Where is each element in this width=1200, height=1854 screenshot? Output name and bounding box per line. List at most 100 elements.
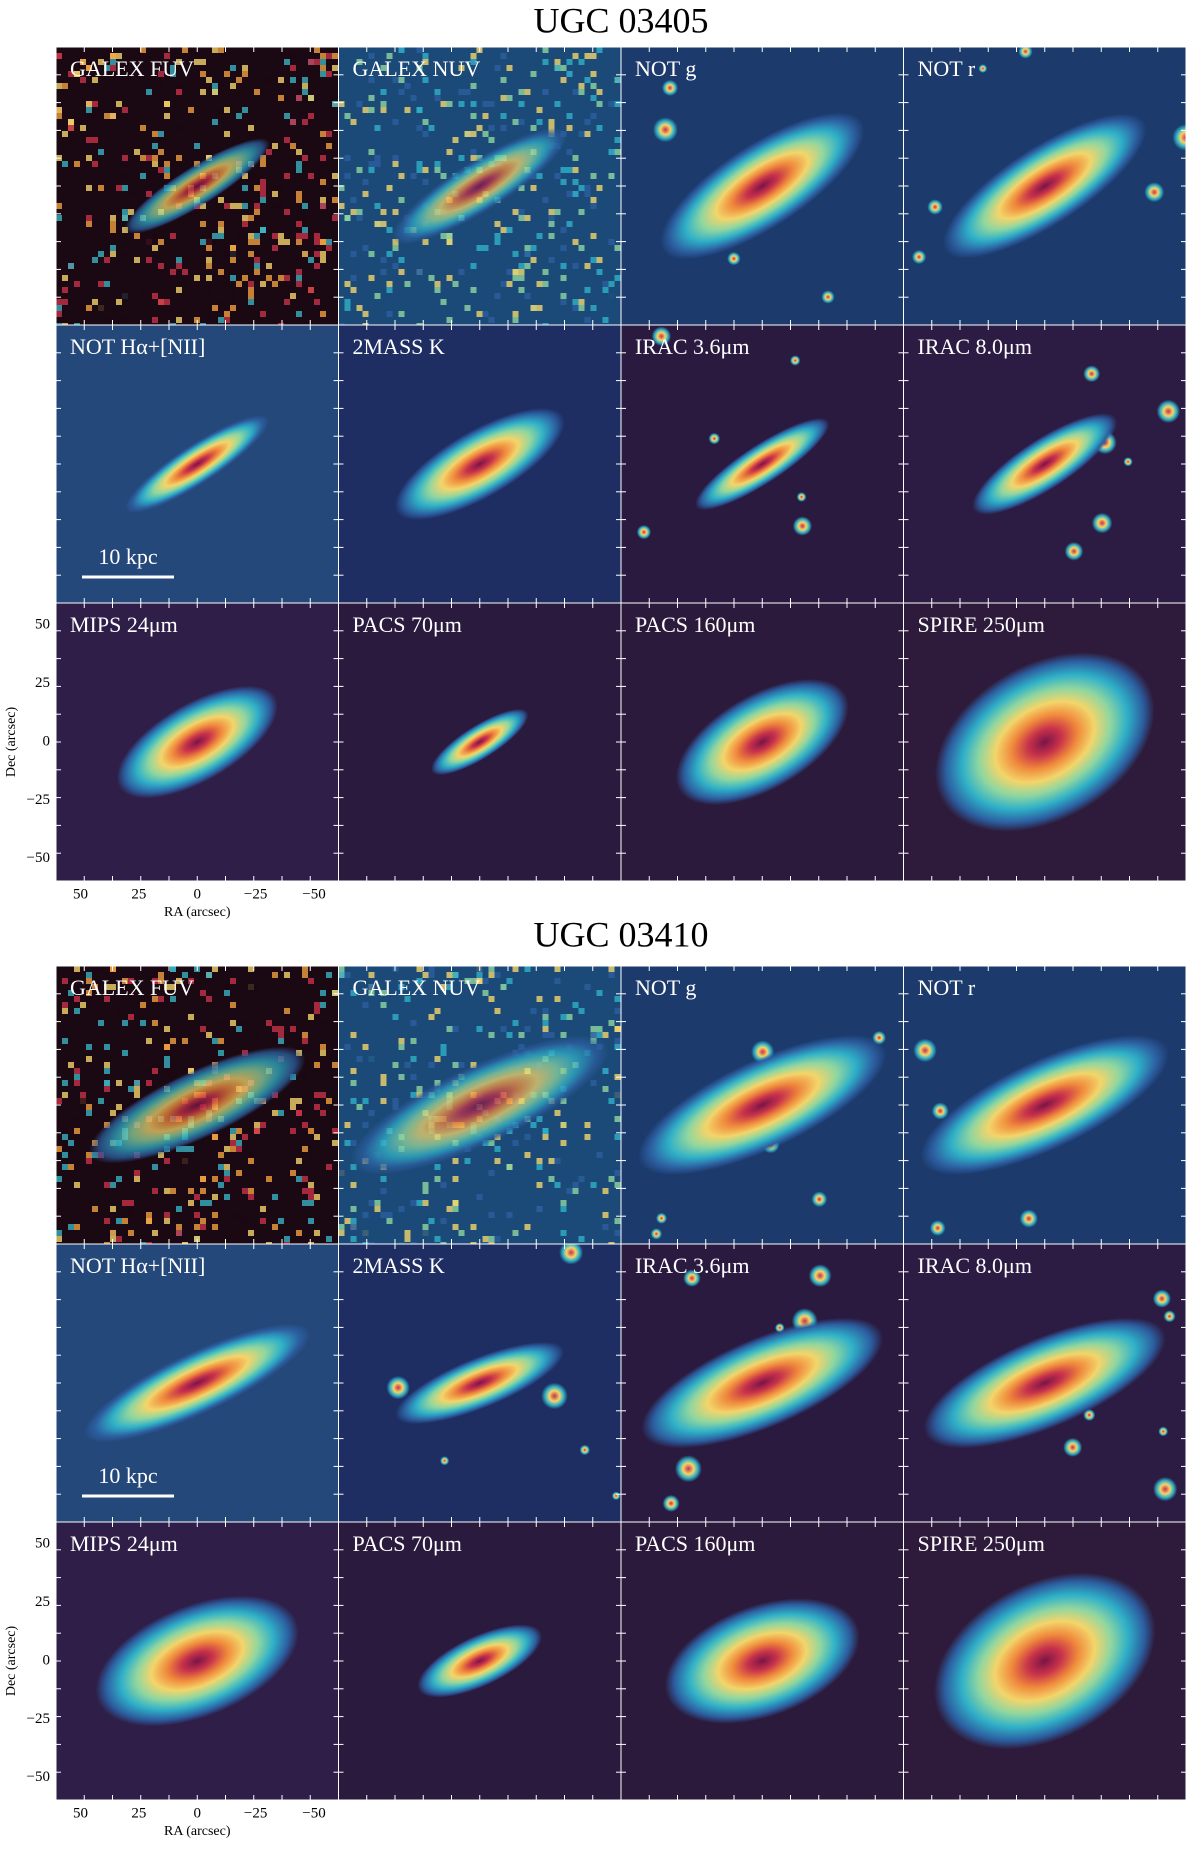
noise-pixel <box>350 1140 357 1146</box>
noise-pixel <box>278 1218 284 1224</box>
noise-pixel <box>422 1230 429 1236</box>
noise-pixel <box>404 281 411 287</box>
noise-pixel <box>314 59 320 65</box>
noise-pixel <box>128 1230 134 1236</box>
noise-pixel <box>260 179 266 185</box>
noise-pixel <box>380 101 387 107</box>
noise-pixel <box>482 245 489 251</box>
noise-pixel <box>230 287 236 293</box>
noise-pixel <box>236 1212 242 1218</box>
noise-pixel <box>446 972 453 978</box>
noise-pixel <box>542 59 549 65</box>
noise-pixel <box>212 83 218 89</box>
noise-pixel <box>260 1242 266 1244</box>
noise-pixel <box>476 125 483 131</box>
noise-pixel <box>122 1020 128 1026</box>
noise-pixel <box>548 209 555 215</box>
noise-pixel <box>272 191 278 197</box>
noise-pixel <box>560 1140 567 1146</box>
noise-pixel <box>446 239 453 245</box>
noise-pixel <box>380 47 387 53</box>
noise-pixel <box>62 1008 68 1014</box>
x-tick-label: 0 <box>194 886 202 902</box>
noise-pixel <box>254 269 260 275</box>
noise-pixel <box>554 978 561 984</box>
noise-pixel <box>314 1092 320 1098</box>
noise-pixel <box>524 1224 531 1230</box>
noise-pixel <box>74 119 80 125</box>
noise-pixel <box>548 233 555 239</box>
noise-pixel <box>494 1008 501 1014</box>
noise-pixel <box>158 1236 164 1242</box>
noise-pixel <box>140 287 146 293</box>
noise-pixel <box>302 1242 308 1244</box>
noise-pixel <box>578 59 585 65</box>
noise-pixel <box>170 65 176 71</box>
noise-pixel <box>152 143 158 149</box>
star <box>1152 1289 1172 1308</box>
noise-pixel <box>176 263 182 269</box>
noise-pixel <box>266 1242 272 1244</box>
noise-pixel <box>536 233 543 239</box>
noise-pixel <box>284 1212 290 1218</box>
noise-pixel <box>308 1014 314 1020</box>
noise-pixel <box>110 251 116 257</box>
noise-pixel <box>284 1014 290 1020</box>
noise-pixel <box>428 1002 435 1008</box>
y-tick-label: 50 <box>35 617 50 633</box>
noise-pixel <box>356 215 363 221</box>
noise-pixel <box>170 1188 176 1194</box>
panel-image <box>621 603 904 881</box>
noise-pixel <box>62 1152 68 1158</box>
noise-pixel <box>56 1176 62 1182</box>
noise-pixel <box>296 1116 302 1122</box>
noise-pixel <box>218 227 224 233</box>
noise-pixel <box>170 1182 176 1188</box>
noise-pixel <box>80 1002 86 1008</box>
noise-pixel <box>596 185 603 191</box>
noise-pixel <box>440 233 447 239</box>
noise-pixel <box>206 1032 212 1038</box>
noise-pixel <box>110 245 116 251</box>
noise-pixel <box>416 167 423 173</box>
noise-pixel <box>566 996 573 1002</box>
noise-pixel <box>590 1134 597 1140</box>
noise-pixel <box>314 1008 320 1014</box>
noise-pixel <box>452 137 459 143</box>
noise-pixel <box>530 1008 537 1014</box>
noise-pixel <box>470 1062 477 1068</box>
noise-pixel <box>608 1020 615 1026</box>
noise-pixel <box>80 77 86 83</box>
noise-pixel <box>326 1236 332 1242</box>
noise-pixel <box>596 257 603 263</box>
noise-pixel <box>398 1044 405 1050</box>
noise-pixel <box>308 95 314 101</box>
noise-pixel <box>86 1056 92 1062</box>
noise-pixel <box>434 161 441 167</box>
noise-pixel <box>386 227 393 233</box>
noise-pixel <box>320 233 326 239</box>
noise-pixel <box>68 1062 74 1068</box>
noise-pixel <box>554 59 561 65</box>
panel-image <box>338 1244 621 1522</box>
panel-label: SPIRE 250μm <box>918 1531 1045 1556</box>
noise-pixel <box>392 287 399 293</box>
noise-pixel <box>284 173 290 179</box>
noise-pixel <box>290 1104 296 1110</box>
noise-pixel <box>338 972 345 978</box>
galaxy <box>920 1034 1170 1176</box>
noise-pixel <box>380 1098 387 1104</box>
noise-pixel <box>344 215 351 221</box>
noise-pixel <box>422 1200 429 1206</box>
noise-pixel <box>458 101 465 107</box>
noise-pixel <box>296 221 302 227</box>
noise-pixel <box>512 275 519 281</box>
noise-pixel <box>308 1194 314 1200</box>
noise-pixel <box>146 1080 152 1086</box>
noise-pixel <box>158 131 164 137</box>
noise-pixel <box>296 1158 302 1164</box>
noise-pixel <box>212 89 218 95</box>
noise-pixel <box>380 1176 387 1182</box>
noise-pixel <box>344 281 351 287</box>
x-axis-label: RA (arcsec) <box>164 1824 231 1839</box>
